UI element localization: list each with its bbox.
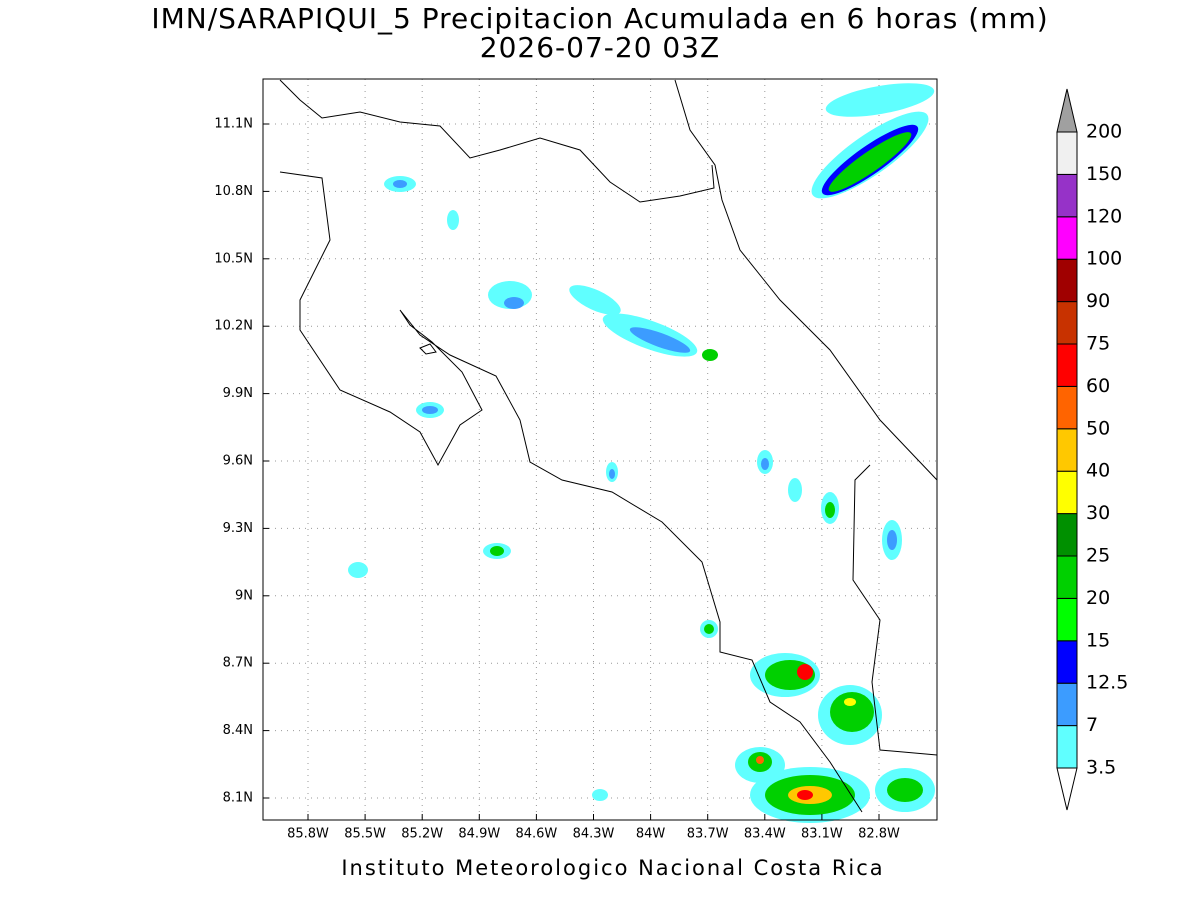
subtitle: 2026-07-20 03Z [480,31,720,64]
colorbar-label: 12.5 [1086,672,1128,694]
colorbar-segment [1056,640,1078,684]
lat-label: 11.1N [214,117,253,132]
colorbar-segment [1056,428,1078,472]
lat-label: 9.6N [223,454,253,469]
lon-label: 85.2W [401,827,443,842]
lat-label: 10.5N [214,251,253,266]
colorbar-segment [1056,597,1078,642]
lon-label: 83.4W [744,827,786,842]
colorbar-segment [1056,682,1078,727]
colorbar-label: 90 [1086,290,1110,312]
footer: Instituto Meteorologico Nacional Costa R… [341,856,884,880]
colorbar-segment [1056,301,1078,345]
colorbar-label: 75 [1086,333,1110,355]
lat-label: 10.8N [214,184,253,199]
lat-label: 10.2N [214,319,253,334]
lat-label: 8.7N [223,656,253,671]
colorbar-segment [1056,173,1078,218]
lon-label: 84.9W [458,827,500,842]
colorbar-segment [1056,258,1078,303]
colorbar-label: 40 [1086,460,1110,482]
map-frame [262,78,938,821]
colorbar-label: 30 [1086,502,1110,524]
lat-label: 9.3N [223,521,253,536]
colorbar-segment [1056,725,1078,769]
colorbar-label: 20 [1086,587,1110,609]
lon-label: 85.8W [287,827,329,842]
colorbar-segment [1056,513,1078,557]
lon-label: 84.6W [515,827,557,842]
colorbar-label: 25 [1086,545,1110,567]
colorbar-label: 7 [1086,714,1098,736]
colorbar-label: 120 [1086,205,1122,227]
lon-label: 84W [636,827,666,842]
colorbar-label: 150 [1086,163,1122,185]
coastline [279,79,938,813]
lat-label: 9.9N [223,386,253,401]
colorbar-label: 3.5 [1086,757,1116,779]
colorbar: 3.5 7 12.5 15 20 25 30 40 50 60 75 90 100 120 150 200 [1056,88,1128,811]
colorbar-label: 60 [1086,375,1110,397]
colorbar-label: 50 [1086,417,1110,439]
colorbar-segment [1056,131,1078,175]
colorbar-label: 200 [1086,121,1122,143]
colorbar-segment [1056,385,1078,430]
lat-label: 9N [235,588,253,603]
colorbar-label: 15 [1086,629,1110,651]
lat-label: 8.4N [223,723,253,738]
lon-label: 82.8W [858,827,900,842]
ticks: 85.8W 85.5W 85.2W 84.9W 84.6W 84.3W 84W 83.7W 83… [214,117,900,842]
lon-label: 83.1W [801,827,843,842]
colorbar-segment [1056,343,1078,387]
colorbar-arrow [1056,767,1078,811]
lon-label: 83.7W [687,827,729,842]
lon-label: 85.5W [344,827,386,842]
colorbar-arrow [1056,88,1078,133]
lon-label: 84.3W [573,827,615,842]
colorbar-segment [1056,555,1078,599]
colorbar-segment [1056,216,1078,260]
colorbar-segment [1056,470,1078,515]
lat-label: 8.1N [223,791,253,806]
precipitation [348,83,935,823]
colorbar-label: 100 [1086,248,1122,270]
title: IMN/SARAPIQUI_5 Precipitacion Acumulada … [151,2,1048,35]
